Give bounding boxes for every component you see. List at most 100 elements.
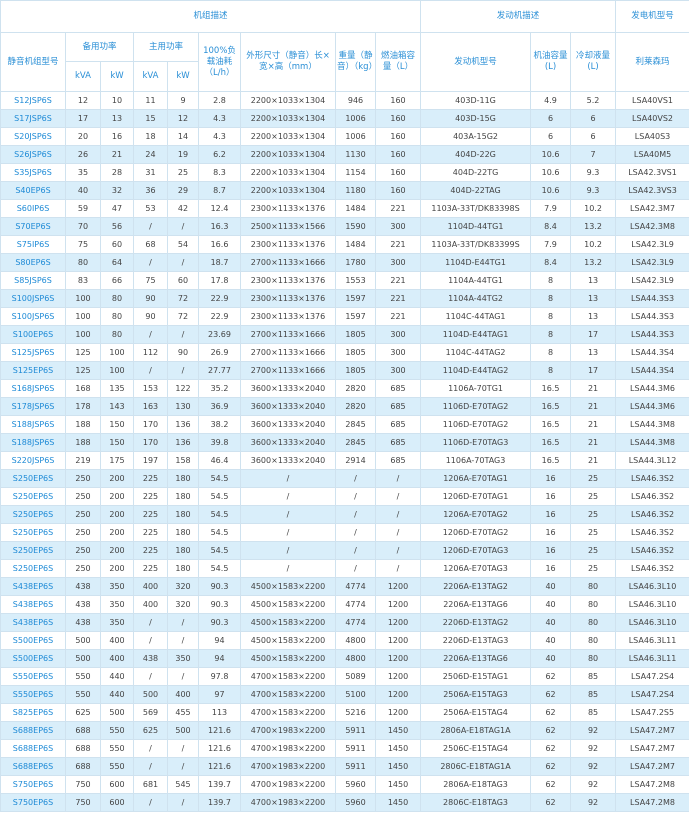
table-cell: 54.5 [198,505,241,524]
table-cell: LSA46.3S2 [615,541,689,560]
table-cell: / [167,757,199,776]
table-cell: 10.6 [530,145,572,164]
table-cell: 28 [100,163,134,182]
table-cell: 35.2 [198,379,241,398]
table-row: S688EP6S 688 550 625 500 121.6 4700×1983×2200 5… [0,721,689,740]
table-body: S12JSP6S 12 10 11 9 2.8 2200×1033×1304 946 160 40… [0,91,689,812]
table-cell: 90 [133,307,168,326]
table-cell: 54.5 [198,559,241,578]
table-cell: 56 [100,217,134,236]
table-cell: 90.3 [198,613,241,632]
table-cell: 2700×1133×1666 [240,343,336,362]
model-cell: S250EP6S [0,469,66,488]
table-row: S750EP6S 750 600//139.7 4700×1983×2200 5960 1… [0,793,689,812]
table-cell: 1106D-E70TAG3 [420,433,532,452]
table-cell: LSA47.2M8 [615,775,689,794]
table-cell: 178 [65,397,101,416]
column-header: 100%负载油耗（L/h） [198,32,241,92]
table-cell: 1484 [335,199,376,218]
table-cell: 8 [530,343,572,362]
table-cell: 2506C-E15TAG4 [420,739,532,758]
model-cell: S500EP6S [0,631,66,650]
table-row: S40EP6S 40 32 36 29 8.7 2200×1033×1304 1180 160 4… [0,181,689,200]
table-cell: 160 [374,163,422,182]
table-cell: 500 [65,649,101,668]
table-row: S12JSP6S 12 10 11 9 2.8 2200×1033×1304 946 160 40… [0,91,689,110]
table-cell: 121.6 [198,739,241,758]
table-cell: 94 [198,649,241,668]
table-cell: 2806C-E18TAG1A [420,757,532,776]
table-cell: 68 [133,235,168,254]
table-cell: 25 [570,523,617,542]
table-cell: 170 [133,433,168,452]
table-cell: 40 [65,181,101,200]
table-cell: 1104C-44TAG1 [420,307,532,326]
table-cell: 750 [65,775,101,794]
model-cell: S100EP6S [0,325,66,344]
table-cell: 685 [374,397,422,416]
table-cell: 13.2 [570,217,617,236]
table-cell: LSA47.2M7 [615,721,689,740]
table-cell: 70 [65,217,101,236]
table-row: S250EP6S 250 200 225 180 54.5///1206D-E70TAG1… [0,487,689,506]
table-cell: LSA47.2M7 [615,739,689,758]
table-cell: 80 [570,613,617,632]
table-cell: 688 [65,721,101,740]
table-cell: 1200 [374,649,422,668]
table-cell: / [374,487,422,506]
table-cell: 64 [100,253,134,272]
table-cell: 320 [167,595,199,614]
table-cell: 18 [133,127,168,146]
table-cell: 550 [65,667,101,686]
table-row: S75IP6S 75 60 68 54 16.6 2300×1133×1376 1484 221… [0,235,689,254]
table-cell: / [335,469,376,488]
table-cell: 4700×1583×2200 [240,685,336,704]
table-cell: 62 [530,667,572,686]
table-cell: 90.3 [198,577,241,596]
table-row: S125EP6S 125 100//27.77 2700×1133×1666 1805 3… [0,361,689,380]
table-cell: 16 [530,541,572,560]
table-cell: 5.2 [570,91,617,110]
model-cell: S688EP6S [0,757,66,776]
table-cell: 2200×1033×1304 [240,163,336,182]
table-cell: / [133,667,168,686]
table-cell: 180 [167,469,199,488]
table-cell: 946 [335,91,376,110]
table-cell: 221 [374,199,422,218]
table-cell: / [240,523,336,542]
table-cell: LSA44.3M8 [615,415,689,434]
table-cell: 22.9 [198,307,241,326]
table-cell: 16 [530,523,572,542]
table-cell: 21 [570,379,617,398]
table-cell: 139.7 [198,793,241,812]
table-cell: 17 [570,325,617,344]
table-cell: 9 [167,91,199,110]
model-cell: S250EP6S [0,541,66,560]
table-cell: / [240,541,336,560]
table-cell: LSA42.3VS1 [615,163,689,182]
table-row: S438EP6S 438 350 400 320 90.3 4500×1583×2200 47… [0,577,689,596]
table-cell: / [374,541,422,560]
table-cell: 1200 [374,703,422,722]
table-cell: 1206A-E70TAG1 [420,469,532,488]
table-cell: 4500×1583×2200 [240,577,336,596]
table-cell: 1450 [374,757,422,776]
table-cell: 300 [374,325,422,344]
table-cell: 14 [167,127,199,146]
table-cell: 1206D-E70TAG2 [420,523,532,542]
model-cell: S26JSP6S [0,145,66,164]
table-cell: 4774 [335,577,376,596]
table-cell: / [335,523,376,542]
table-cell: 400 [100,631,134,650]
table-cell: 62 [530,757,572,776]
table-cell: LSA44.3M6 [615,397,689,416]
table-cell: LSA47.2S5 [615,703,689,722]
table-cell: / [240,487,336,506]
table-cell: 180 [167,505,199,524]
table-cell: 221 [374,271,422,290]
table-cell: 4700×1583×2200 [240,667,336,686]
table-cell: 4700×1983×2200 [240,739,336,758]
table-cell: 92 [570,721,617,740]
table-row: S26JSP6S 26 21 24 19 6.2 2200×1033×1304 1130 160… [0,145,689,164]
table-row: S100JSP6S 100 80 90 72 22.9 2300×1133×1376 1597… [0,307,689,326]
